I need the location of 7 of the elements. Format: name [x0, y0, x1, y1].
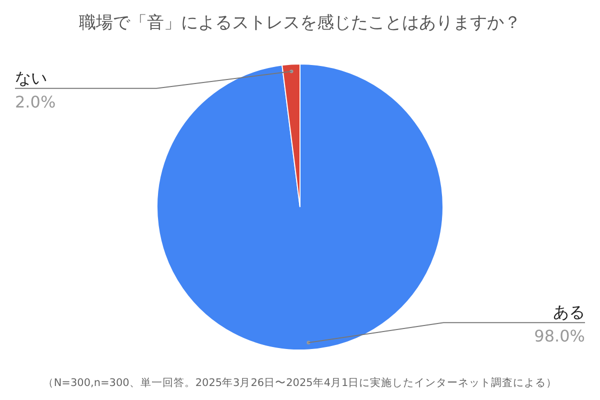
data-label: 2.0%	[15, 92, 56, 112]
chart-title: 職場で「音」によるストレスを感じたことはありますか？	[79, 13, 521, 33]
text: （N=300,n=300、単一回答。2025年3月26日〜2025年4月1日に実施したインターネット調査による）	[42, 376, 558, 389]
slice-label: ない	[15, 68, 47, 88]
pie-slice	[156, 64, 444, 350]
slice-label: ある	[553, 302, 585, 322]
data-label: 98.0%	[534, 326, 585, 346]
